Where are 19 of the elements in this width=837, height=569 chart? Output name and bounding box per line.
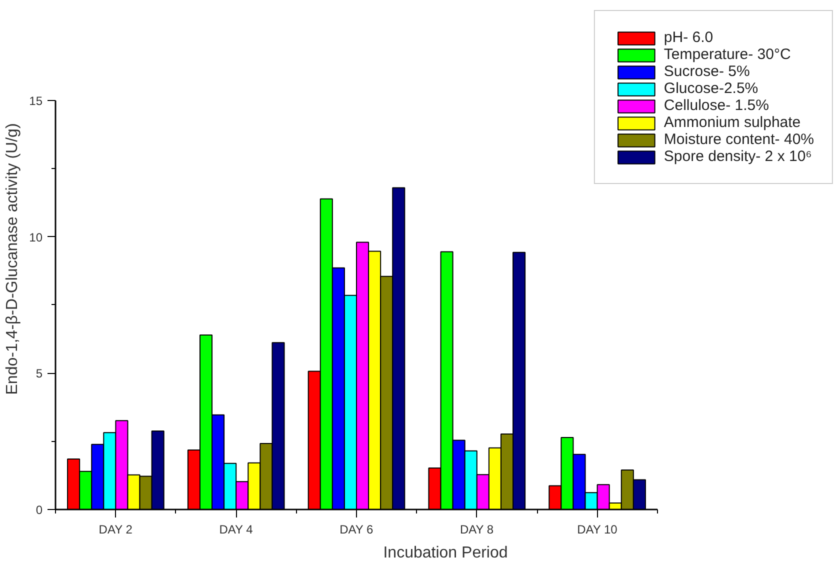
y-axis-title: Endo-1,4-β-D-Glucanase activity (U/g)	[4, 123, 22, 395]
legend-label: Glucose-2.5%	[664, 80, 758, 97]
legend-label: Moisture content- 40%	[664, 131, 814, 148]
y-tick-label: 5	[36, 366, 43, 381]
legend-label: Cellulose- 1.5%	[664, 97, 769, 114]
legend-label: Sucrose- 5%	[664, 63, 750, 80]
x-axis-title: Incubation Period	[383, 544, 508, 562]
legend-label: Spore density- 2 x 10⁶	[664, 148, 812, 165]
legend-label: Ammonium sulphate	[664, 114, 801, 131]
legend-label: Temperature- 30°C	[664, 46, 791, 63]
y-tick-label: 0	[36, 503, 43, 517]
y-tick-label: 10	[29, 230, 43, 244]
x-tick-label: DAY 10	[577, 522, 618, 536]
x-tick-label: DAY 8	[460, 522, 494, 536]
y-tick-label: 15	[29, 94, 43, 108]
x-tick-label: DAY 6	[340, 522, 374, 536]
x-tick-label: DAY 4	[219, 522, 254, 536]
legend-label: pH- 6.0	[664, 29, 714, 46]
x-tick-label: DAY 2	[98, 522, 133, 536]
